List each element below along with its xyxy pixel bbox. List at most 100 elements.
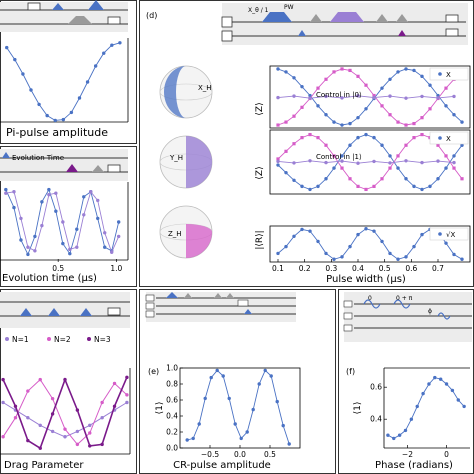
plot-d2-point	[372, 159, 376, 164]
plot-a-point	[37, 102, 41, 107]
plot-d2-point	[396, 166, 400, 170]
plot-d2-point	[452, 160, 456, 165]
plot-d1-point	[396, 120, 400, 124]
plot-e-point	[275, 399, 279, 404]
plot-d1-point	[404, 96, 408, 100]
plot-b-xtick-label: 0.5	[52, 264, 64, 273]
plot-f-point	[392, 436, 396, 441]
plot-f-xtick-label: 0	[444, 450, 449, 459]
plot-d3-point	[356, 232, 360, 237]
plot-c	[0, 368, 131, 455]
legend-c-marker	[87, 337, 91, 341]
plot-d2-point	[436, 159, 440, 163]
plot-d3-legend-marker	[438, 232, 442, 236]
plot-c-point	[88, 431, 92, 435]
plot-b-point	[19, 238, 23, 242]
plot-d2-point	[372, 184, 376, 188]
plot-d2-point	[460, 143, 464, 147]
plot-d2-point	[308, 159, 312, 163]
plot-c-point	[112, 381, 117, 386]
plot-e-point	[257, 382, 261, 386]
plot-d2-point	[340, 154, 344, 158]
plot-c-point	[50, 396, 55, 401]
plot-d1-point	[420, 74, 424, 79]
plot-f-point	[433, 375, 437, 380]
plot-d2-point	[380, 177, 384, 181]
plot-a-point	[118, 41, 122, 45]
plot-d3-point	[380, 239, 384, 244]
plot-d1-point	[284, 120, 288, 124]
plot-d1-point	[340, 96, 344, 100]
plot-d2-point	[420, 160, 424, 165]
plot-e-point	[221, 374, 225, 378]
plot-d1-point	[300, 84, 304, 89]
plot-d2-point	[428, 184, 432, 189]
plot-c-point	[26, 438, 30, 443]
plot-e-ytick-label: 0.4	[166, 412, 178, 421]
plot-d2-point	[404, 177, 408, 181]
plot-d1-point	[364, 83, 368, 87]
plot-c-point	[100, 442, 104, 447]
plot-f-point	[444, 382, 449, 386]
plot-d1-point	[460, 120, 464, 124]
plot-d3-point	[404, 255, 408, 259]
plot-d3-point	[364, 227, 368, 231]
plot-d1-point	[444, 86, 448, 90]
plot-d2-legend-marker	[438, 136, 442, 140]
plot-c-point	[63, 435, 67, 439]
plot-d2-point	[404, 159, 408, 163]
plot-a-point	[13, 57, 17, 62]
plot-d1-point	[308, 96, 312, 100]
plot-d2-point	[324, 143, 328, 147]
plot-b: 0.5 1.0	[0, 182, 129, 273]
legend-c-label: N=2	[54, 335, 71, 344]
pw-label: PW	[284, 4, 294, 11]
plot-d2-fit-line	[277, 160, 455, 164]
bloch-label-y: Y_H	[169, 154, 183, 162]
plot-d2-point	[324, 160, 328, 165]
plot-b-point	[4, 187, 8, 192]
d1-title: Control in |0⟩	[316, 91, 362, 99]
plot-d2-point	[412, 184, 416, 189]
bloch-sphere-y	[159, 135, 213, 189]
plot-e-ytick-label: 0.0	[166, 444, 178, 453]
plot-b-point	[68, 251, 72, 256]
plot-b-point	[54, 191, 58, 195]
plot-d2-point	[420, 132, 424, 137]
plot-d2-point	[276, 157, 280, 161]
plot-a-point	[21, 72, 25, 76]
plot-d1-point	[316, 86, 320, 90]
plot-d1-point	[452, 113, 456, 117]
plot-b-point	[54, 209, 58, 213]
panel-b-pulse-sequence	[0, 149, 128, 181]
plot-d2-point	[300, 184, 304, 189]
plot-d1-legend-label: X	[446, 71, 451, 79]
plot-a	[0, 38, 129, 123]
plot-b-point	[4, 191, 8, 195]
plot-d1-point	[292, 94, 296, 98]
plot-f-point	[409, 417, 414, 421]
plot-d1-point	[356, 74, 360, 78]
plot-d1-point	[388, 94, 392, 98]
plot-d2-point	[364, 187, 368, 192]
panel-f-xlabel: Phase (radians)	[375, 460, 453, 471]
plot-d1-point	[340, 67, 344, 71]
plot-d1-point	[300, 105, 304, 109]
plot-d2-point	[356, 184, 360, 188]
plot-c-point	[26, 389, 30, 393]
plot-d1-legend-box	[429, 67, 469, 81]
plot-b-xtick-label: 1.0	[110, 264, 122, 273]
plot-d1-fit-line	[277, 68, 463, 126]
plot-d1-point	[332, 120, 336, 124]
plot-d3-point	[372, 229, 376, 233]
plot-d1-point	[348, 121, 352, 126]
plot-b-point	[12, 190, 16, 194]
plot-c-point	[112, 404, 117, 408]
plot-d3-legend-box	[429, 227, 469, 241]
plot-d2-point	[356, 161, 360, 165]
plot-d3-point	[316, 239, 320, 244]
plot-d2-point	[332, 154, 336, 158]
plot-d1-point	[324, 113, 328, 117]
plot-d2-point	[404, 143, 408, 147]
panel-a-pulse-sequence	[0, 0, 128, 32]
